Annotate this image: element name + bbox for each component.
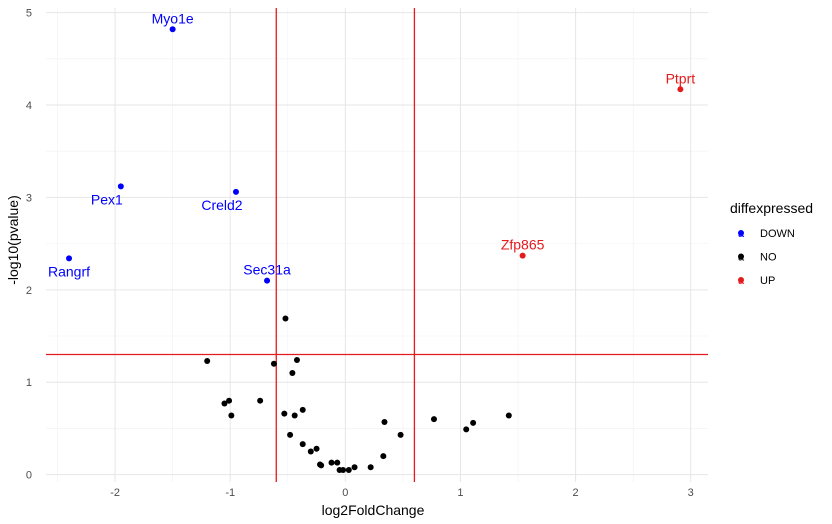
data-point-no [221, 400, 228, 407]
point-label: Pex1 [91, 191, 123, 207]
point-label: Creld2 [201, 197, 242, 213]
data-point-no [318, 462, 325, 469]
point-labels: Myo1e Pex1 Creld2 Rangrf Sec31a Ptprt Zfp865 [48, 10, 695, 279]
y-tick-label: 3 [26, 192, 32, 204]
y-tick-labels: 0 1 2 3 4 5 [26, 8, 32, 482]
legend-key-point [738, 230, 744, 236]
legend: diffexpressed aDOWNaNOaUP [730, 200, 813, 287]
legend-title: diffexpressed [730, 200, 813, 216]
data-point-no [313, 445, 320, 452]
y-tick-label: 5 [26, 8, 32, 20]
data-point-down [169, 26, 176, 33]
data-point-no [299, 406, 306, 413]
legend-label: NO [760, 252, 777, 264]
data-point-no [334, 459, 341, 466]
point-label: Myo1e [152, 10, 194, 26]
y-tick-label: 4 [26, 100, 32, 112]
data-point-no [397, 431, 404, 438]
data-point-no [351, 464, 358, 471]
data-point-no [287, 431, 294, 438]
data-point-no [307, 448, 314, 455]
data-point-no [204, 357, 211, 364]
y-tick-label: 2 [26, 285, 32, 297]
legend-label: UP [760, 275, 775, 287]
x-tick-label: 0 [342, 487, 348, 499]
point-label: Ptprt [666, 70, 696, 86]
x-tick-label: -2 [110, 487, 120, 499]
data-point-down [264, 277, 271, 284]
data-point-no [282, 315, 289, 322]
x-axis-title: log2FoldChange [322, 502, 425, 518]
x-tick-label: 3 [688, 487, 694, 499]
data-points [66, 26, 684, 473]
data-point-no [291, 412, 298, 419]
legend-key-point [738, 253, 744, 260]
data-point-down [66, 255, 73, 262]
data-point-up [519, 252, 526, 259]
y-tick-label: 0 [26, 470, 32, 482]
data-point-down [117, 183, 124, 190]
y-tick-label: 1 [26, 377, 32, 389]
data-point-no [257, 397, 264, 404]
legend-key-point [738, 277, 744, 283]
data-point-no [293, 357, 300, 364]
data-point-no [463, 426, 470, 433]
x-tick-label: 2 [573, 487, 579, 499]
data-point-up [677, 86, 684, 93]
grid-lines [46, 8, 708, 482]
data-point-no [281, 410, 288, 417]
x-tick-labels: -2 -1 0 1 2 3 [110, 487, 694, 499]
legend-label: DOWN [760, 228, 795, 240]
data-point-no [270, 360, 277, 367]
point-label: Zfp865 [501, 237, 545, 253]
y-axis-title: -log10(pvalue) [5, 195, 21, 285]
data-point-no [380, 453, 387, 460]
data-point-no [345, 466, 352, 473]
data-point-no [430, 416, 437, 423]
data-point-no [228, 412, 235, 419]
data-point-no [289, 369, 296, 376]
data-point-no [505, 412, 512, 419]
data-point-down [232, 188, 239, 195]
data-point-no [470, 419, 477, 426]
x-tick-label: -1 [225, 487, 235, 499]
data-point-no [299, 441, 306, 448]
data-point-no [381, 418, 388, 425]
point-label: Sec31a [243, 262, 291, 278]
data-point-no [367, 464, 374, 471]
data-point-no [340, 466, 347, 473]
data-point-no [328, 459, 335, 466]
point-label: Rangrf [48, 263, 90, 279]
threshold-lines [46, 8, 708, 482]
data-point-no [226, 397, 233, 404]
x-tick-label: 1 [457, 487, 463, 499]
